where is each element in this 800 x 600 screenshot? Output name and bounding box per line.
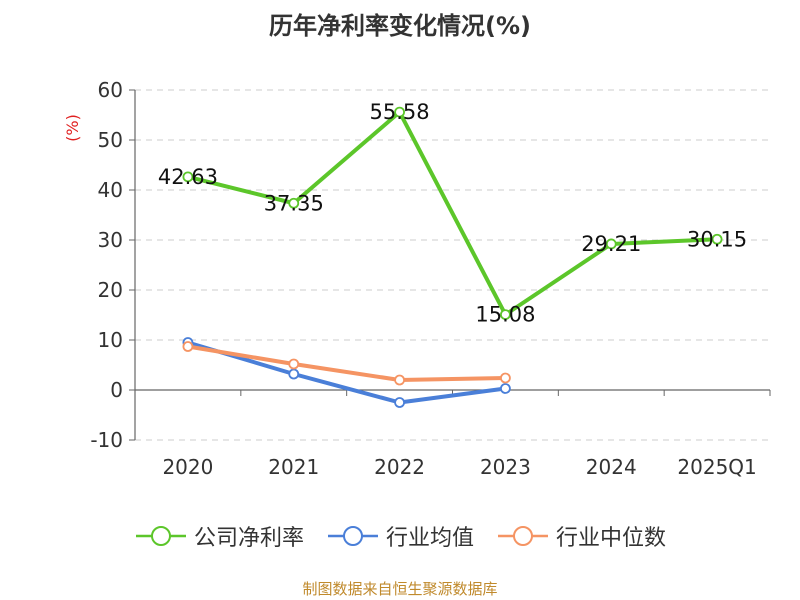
data-point — [394, 397, 405, 408]
legend-marker-icon — [498, 526, 548, 546]
data-point — [711, 233, 723, 245]
data-point — [500, 383, 511, 394]
series-line-1 — [185, 340, 508, 405]
y-tick-label: 30 — [98, 228, 123, 252]
y-tick-label: 10 — [98, 328, 123, 352]
x-tick-label: 2022 — [374, 455, 425, 479]
data-point — [288, 368, 300, 380]
data-point — [605, 238, 617, 250]
legend-label: 行业中位数 — [556, 526, 667, 551]
y-tick-label: 60 — [98, 78, 123, 102]
legend-marker-icon — [135, 526, 186, 546]
data-point — [500, 309, 511, 321]
legend-label: 公司净利率 — [193, 526, 304, 551]
data-label: 37.35 — [264, 191, 324, 215]
legend-label: 行业均值 — [385, 526, 474, 551]
x-tick-label: 2023 — [480, 455, 531, 479]
y-axis-label: (%) — [63, 114, 82, 142]
data-label: 42.63 — [158, 165, 218, 189]
x-tick-label: 2025Q1 — [677, 455, 756, 479]
data-point — [288, 358, 300, 370]
legend: 公司净利率 行业均值 行业中位数 — [0, 520, 800, 552]
y-tick-label: 0 — [110, 378, 123, 402]
y-tick-label: -10 — [90, 428, 123, 452]
data-label: 30.15 — [687, 227, 747, 251]
data-point — [394, 374, 405, 386]
y-tick-label: 50 — [98, 128, 123, 152]
data-point — [394, 106, 405, 118]
legend-marker-icon — [327, 526, 378, 546]
x-tick-label: 2020 — [162, 455, 213, 479]
data-point — [500, 372, 511, 384]
x-tick-label: 2021 — [268, 455, 319, 479]
legend-item[interactable]: 行业均值 — [326, 520, 474, 552]
legend-item[interactable]: 行业中位数 — [496, 520, 666, 552]
data-label: 15.08 — [475, 303, 535, 327]
data-label: 29.21 — [581, 232, 641, 256]
data-point — [288, 197, 300, 209]
chart-title: 历年净利率变化情况(%) — [269, 12, 531, 40]
series-line-2 — [185, 344, 508, 382]
data-point — [182, 341, 194, 352]
series-line-0 — [185, 110, 720, 317]
legend-item[interactable]: 公司净利率 — [134, 520, 304, 552]
x-tick-label: 2024 — [586, 455, 637, 479]
y-tick-label: 20 — [98, 278, 123, 302]
y-tick-label: 40 — [98, 178, 123, 202]
data-label: 55.58 — [370, 100, 430, 124]
data-point — [182, 171, 194, 183]
source-note: 制图数据来自恒生聚源数据库 — [302, 580, 498, 598]
